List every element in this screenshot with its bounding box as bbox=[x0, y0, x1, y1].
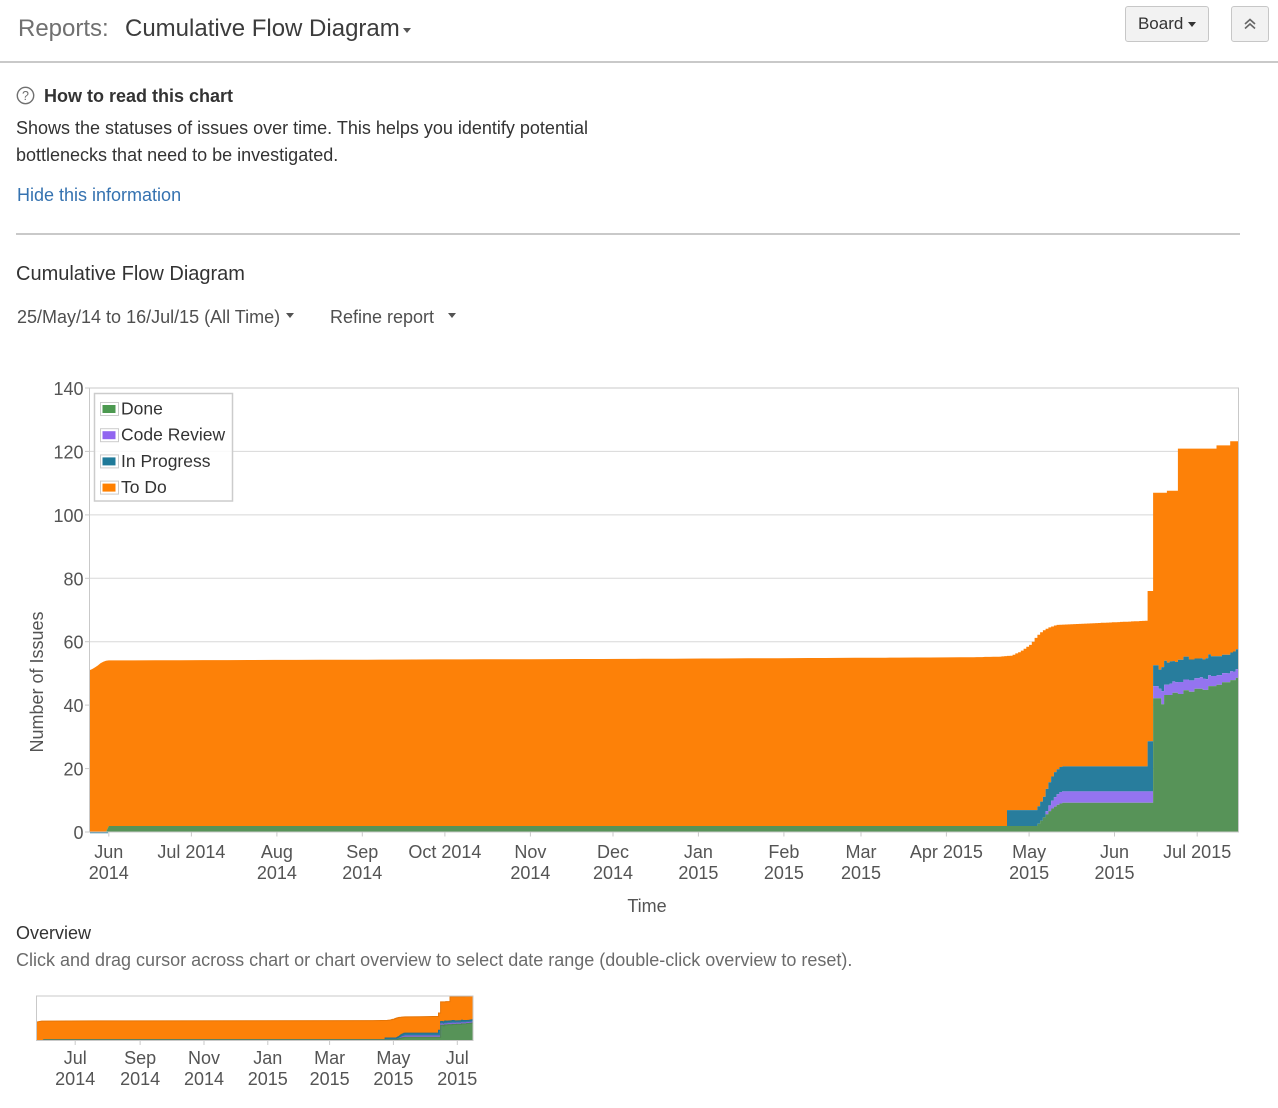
svg-text:2015: 2015 bbox=[373, 1069, 413, 1089]
svg-text:In Progress: In Progress bbox=[121, 451, 211, 471]
svg-text:Jan: Jan bbox=[684, 842, 713, 862]
svg-text:Nov: Nov bbox=[188, 1048, 220, 1068]
svg-text:Mar: Mar bbox=[846, 842, 877, 862]
svg-text:Nov: Nov bbox=[514, 842, 546, 862]
svg-text:May: May bbox=[376, 1048, 410, 1068]
svg-text:Jun: Jun bbox=[94, 842, 123, 862]
svg-text:Jun: Jun bbox=[1100, 842, 1129, 862]
svg-text:2015: 2015 bbox=[1094, 863, 1134, 883]
svg-text:2014: 2014 bbox=[120, 1069, 160, 1089]
svg-text:Jul: Jul bbox=[446, 1048, 469, 1068]
svg-text:60: 60 bbox=[63, 633, 83, 653]
svg-text:2015: 2015 bbox=[1009, 863, 1049, 883]
svg-text:2014: 2014 bbox=[510, 863, 550, 883]
svg-text:2014: 2014 bbox=[593, 863, 633, 883]
svg-text:Code Review: Code Review bbox=[121, 425, 225, 445]
svg-text:2014: 2014 bbox=[342, 863, 382, 883]
svg-text:20: 20 bbox=[63, 760, 83, 780]
svg-text:80: 80 bbox=[63, 569, 83, 589]
svg-text:Feb: Feb bbox=[768, 842, 799, 862]
svg-text:Jul 2014: Jul 2014 bbox=[157, 842, 225, 862]
svg-text:Sep: Sep bbox=[346, 842, 378, 862]
svg-text:2015: 2015 bbox=[248, 1069, 288, 1089]
svg-text:Mar: Mar bbox=[314, 1048, 345, 1068]
svg-text:2014: 2014 bbox=[184, 1069, 224, 1089]
svg-text:40: 40 bbox=[63, 696, 83, 716]
svg-text:Aug: Aug bbox=[261, 842, 293, 862]
svg-text:2014: 2014 bbox=[257, 863, 297, 883]
svg-text:2014: 2014 bbox=[55, 1069, 95, 1089]
svg-text:Dec: Dec bbox=[597, 842, 629, 862]
svg-text:Number of Issues: Number of Issues bbox=[27, 611, 47, 752]
svg-text:May: May bbox=[1012, 842, 1046, 862]
svg-text:2014: 2014 bbox=[89, 863, 129, 883]
svg-text:?: ? bbox=[22, 89, 29, 103]
svg-text:Sep: Sep bbox=[124, 1048, 156, 1068]
svg-text:2015: 2015 bbox=[310, 1069, 350, 1089]
svg-text:Jul: Jul bbox=[64, 1048, 87, 1068]
svg-text:Jul 2015: Jul 2015 bbox=[1163, 842, 1231, 862]
svg-text:Time: Time bbox=[627, 896, 666, 916]
svg-text:Jan: Jan bbox=[253, 1048, 282, 1068]
svg-text:Oct 2014: Oct 2014 bbox=[408, 842, 481, 862]
svg-text:2015: 2015 bbox=[841, 863, 881, 883]
svg-text:Done: Done bbox=[121, 399, 163, 419]
svg-text:Apr 2015: Apr 2015 bbox=[910, 842, 983, 862]
svg-text:To Do: To Do bbox=[121, 477, 167, 497]
svg-text:2015: 2015 bbox=[764, 863, 804, 883]
svg-text:120: 120 bbox=[53, 442, 83, 462]
svg-text:100: 100 bbox=[53, 506, 83, 526]
svg-text:140: 140 bbox=[53, 379, 83, 399]
svg-text:2015: 2015 bbox=[437, 1069, 477, 1089]
svg-text:2015: 2015 bbox=[678, 863, 718, 883]
svg-text:0: 0 bbox=[73, 823, 83, 843]
